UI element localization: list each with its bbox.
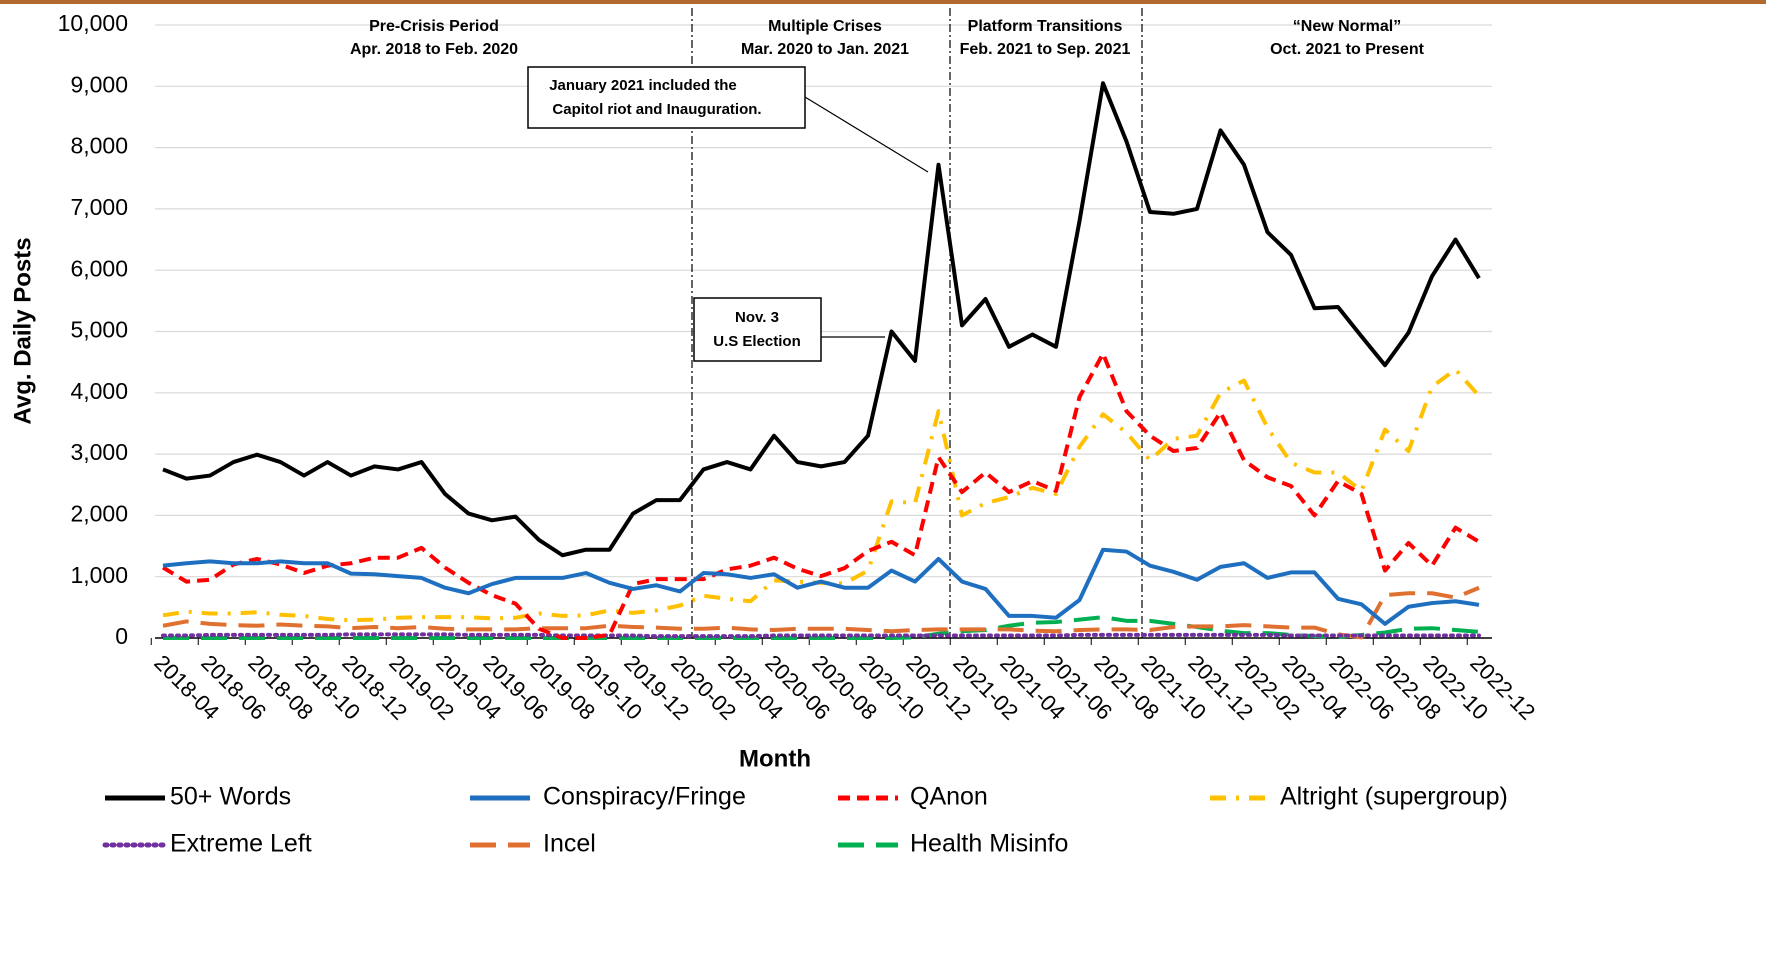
- series-line: [163, 615, 1480, 640]
- y-tick-label: 4,000: [70, 378, 128, 404]
- y-tick-label: 8,000: [70, 133, 128, 159]
- period-range: Apr. 2018 to Feb. 2020: [350, 41, 518, 58]
- series-line: [162, 585, 1480, 640]
- y-tick-label: 3,000: [70, 439, 128, 465]
- y-tick-label: 2,000: [70, 500, 128, 526]
- legend-label: Health Misinfo: [910, 830, 1068, 858]
- legend-label: 50+ Words: [170, 783, 291, 811]
- note-text: Nov. 3: [735, 309, 779, 326]
- period-title: Platform Transitions: [968, 18, 1123, 35]
- note-text: January 2021 included the: [549, 77, 737, 94]
- note-text: Capitol riot and Inauguration.: [552, 101, 761, 118]
- legend-label: Extreme Left: [170, 830, 312, 858]
- y-tick-label: 1,000: [70, 562, 128, 588]
- y-tick-label: 0: [115, 623, 128, 649]
- legend-label: Altright (supergroup): [1280, 783, 1508, 811]
- period-title: “New Normal”: [1293, 18, 1401, 35]
- y-tick-label: 9,000: [70, 71, 128, 97]
- note-box: [693, 297, 822, 362]
- legend-label: Conspiracy/Fringe: [543, 783, 746, 811]
- y-tick-label: 7,000: [70, 194, 128, 220]
- note-leader: [804, 96, 929, 173]
- note-box: [527, 66, 806, 129]
- y-tick-label: 5,000: [70, 317, 128, 343]
- period-range: Mar. 2020 to Jan. 2021: [741, 41, 909, 58]
- series-line: [161, 632, 1481, 639]
- y-tick-label: 10,000: [58, 10, 128, 36]
- legend-label: Incel: [543, 830, 596, 858]
- period-range: Feb. 2021 to Sep. 2021: [960, 41, 1131, 58]
- y-tick-label: 6,000: [70, 255, 128, 281]
- x-axis-title: Month: [739, 745, 811, 772]
- period-title: Multiple Crises: [768, 18, 882, 35]
- series-line: [162, 81, 1481, 558]
- legend-label: QAnon: [910, 783, 988, 811]
- series-line: [161, 351, 1481, 640]
- period-title: Pre-Crisis Period: [369, 18, 499, 35]
- series-line: [162, 547, 1480, 626]
- y-axis-title: Avg. Daily Posts: [9, 237, 36, 424]
- period-range: Oct. 2021 to Present: [1270, 41, 1425, 58]
- note-text: U.S Election: [713, 333, 801, 350]
